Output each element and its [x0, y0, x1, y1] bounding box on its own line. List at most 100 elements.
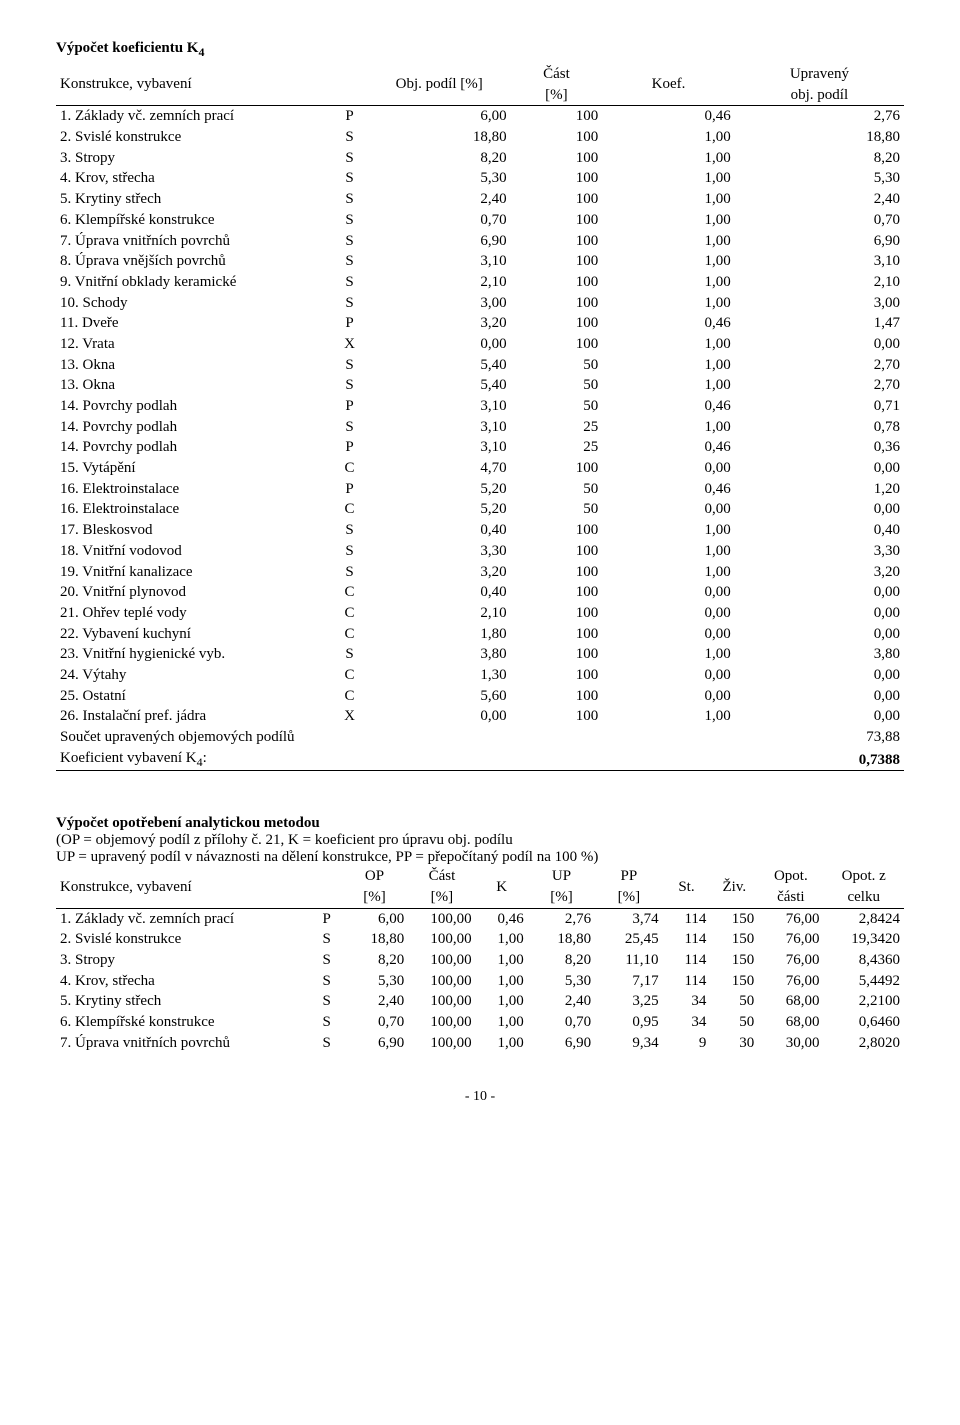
- cell-upraveny: 2,76: [735, 106, 904, 127]
- table-row: 14. Povrchy podlahP3,10250,460,36: [56, 437, 904, 458]
- h2-konstrukce: Konstrukce, vybavení: [56, 866, 313, 908]
- cell-cast: 50: [511, 479, 603, 500]
- cell-name: 6. Klempířské konstrukce: [56, 1012, 313, 1033]
- cell-type: C: [331, 603, 368, 624]
- cell-upraveny: 18,80: [735, 127, 904, 148]
- cell-upraveny: 2,70: [735, 355, 904, 376]
- cell-type: S: [331, 375, 368, 396]
- table-row: 1. Základy vč. zemních pracíP6,001000,46…: [56, 106, 904, 127]
- cell-type: S: [331, 210, 368, 231]
- cell-name: 24. Výtahy: [56, 665, 331, 686]
- cell-cast: 100: [511, 106, 603, 127]
- cell-cast: 100,00: [408, 1033, 475, 1054]
- cell-ziv: 150: [710, 908, 758, 929]
- cell-st: 9: [663, 1033, 711, 1054]
- cell-name: 4. Krov, střecha: [56, 971, 313, 992]
- cell-opot: 76,00: [758, 908, 823, 929]
- table-row: 4. Krov, střechaS5,301001,005,30: [56, 168, 904, 189]
- cell-up: 2,40: [528, 991, 595, 1012]
- cell-cast: 100: [511, 148, 603, 169]
- cell-name: 18. Vnitřní vodovod: [56, 541, 331, 562]
- cell-objpodil: 5,40: [368, 355, 511, 376]
- cell-koef: 1,00: [602, 210, 735, 231]
- h2-up1: UP: [552, 868, 571, 884]
- cell-upraveny: 0,00: [735, 603, 904, 624]
- cell-ziv: 30: [710, 1033, 758, 1054]
- title-text: Výpočet koeficientu K: [56, 40, 198, 56]
- cell-k: 1,00: [476, 971, 528, 992]
- cell-ziv: 150: [710, 929, 758, 950]
- k4-table: Konstrukce, vybavení Obj. podíl [%] Část…: [56, 64, 904, 771]
- cell-type: P: [331, 396, 368, 417]
- cell-upraveny: 0,71: [735, 396, 904, 417]
- cell-opotz: 0,6460: [823, 1012, 904, 1033]
- cell-objpodil: 1,80: [368, 624, 511, 645]
- table-row: 2. Svislé konstrukceS18,801001,0018,80: [56, 127, 904, 148]
- table-row: 18. Vnitřní vodovodS3,301001,003,30: [56, 541, 904, 562]
- cell-upraveny: 3,20: [735, 562, 904, 583]
- cell-type: S: [331, 644, 368, 665]
- k4-row: Koeficient vybavení K4: 0,7388: [56, 748, 904, 771]
- cell-type: S: [313, 1033, 341, 1054]
- cell-st: 114: [663, 908, 711, 929]
- h2-op2: [%]: [363, 889, 386, 905]
- cell-opot: 76,00: [758, 971, 823, 992]
- table-row: 16. ElektroinstalaceC5,20500,000,00: [56, 499, 904, 520]
- cell-upraveny: 3,10: [735, 251, 904, 272]
- cell-name: 3. Stropy: [56, 148, 331, 169]
- cell-objpodil: 6,00: [368, 106, 511, 127]
- cell-op: 18,80: [341, 929, 408, 950]
- cell-name: 16. Elektroinstalace: [56, 499, 331, 520]
- cell-type: C: [331, 582, 368, 603]
- cell-opot: 30,00: [758, 1033, 823, 1054]
- cell-koef: 1,00: [602, 355, 735, 376]
- cell-type: P: [331, 479, 368, 500]
- h2-opot2: části: [777, 889, 805, 905]
- cell-type: C: [331, 458, 368, 479]
- cell-upraveny: 2,40: [735, 189, 904, 210]
- cell-name: 5. Krytiny střech: [56, 991, 313, 1012]
- h2-cast: Část [%]: [408, 866, 475, 908]
- cell-name: 9. Vnitřní obklady keramické: [56, 272, 331, 293]
- cell-type: S: [331, 272, 368, 293]
- cell-up: 2,76: [528, 908, 595, 929]
- cell-cast: 100,00: [408, 929, 475, 950]
- cell-upraveny: 0,36: [735, 437, 904, 458]
- cell-objpodil: 8,20: [368, 148, 511, 169]
- cell-name: 12. Vrata: [56, 334, 331, 355]
- cell-cast: 100: [511, 624, 603, 645]
- table-row: 20. Vnitřní plynovodC0,401000,000,00: [56, 582, 904, 603]
- cell-k: 1,00: [476, 1033, 528, 1054]
- table-row: 21. Ohřev teplé vodyC2,101000,000,00: [56, 603, 904, 624]
- cell-type: S: [331, 148, 368, 169]
- cell-name: 14. Povrchy podlah: [56, 437, 331, 458]
- cell-pp: 11,10: [595, 950, 662, 971]
- cell-type: S: [331, 127, 368, 148]
- cell-k: 1,00: [476, 1012, 528, 1033]
- cell-objpodil: 6,90: [368, 231, 511, 252]
- table-row: 3. StropyS8,201001,008,20: [56, 148, 904, 169]
- h2-pp: PP [%]: [595, 866, 662, 908]
- cell-upraveny: 1,20: [735, 479, 904, 500]
- cell-cast: 100: [511, 313, 603, 334]
- cell-koef: 0,46: [602, 396, 735, 417]
- cell-upraveny: 0,00: [735, 582, 904, 603]
- cell-upraveny: 0,00: [735, 624, 904, 645]
- cell-type: S: [331, 562, 368, 583]
- cell-koef: 0,00: [602, 458, 735, 479]
- cell-koef: 0,46: [602, 437, 735, 458]
- h2-op1: OP: [365, 868, 384, 884]
- cell-cast: 100,00: [408, 991, 475, 1012]
- table-row: 14. Povrchy podlahS3,10251,000,78: [56, 417, 904, 438]
- cell-name: 19. Vnitřní kanalizace: [56, 562, 331, 583]
- k4-pre: Koeficient vybavení K: [60, 750, 197, 766]
- cell-upraveny: 5,30: [735, 168, 904, 189]
- cell-st: 114: [663, 971, 711, 992]
- cell-k: 1,00: [476, 929, 528, 950]
- cell-koef: 1,00: [602, 272, 735, 293]
- cell-koef: 1,00: [602, 293, 735, 314]
- cell-name: 11. Dveře: [56, 313, 331, 334]
- hdr-upr-2: obj. podíl: [791, 87, 849, 103]
- h2-ziv: Živ.: [710, 866, 758, 908]
- cell-type: P: [331, 106, 368, 127]
